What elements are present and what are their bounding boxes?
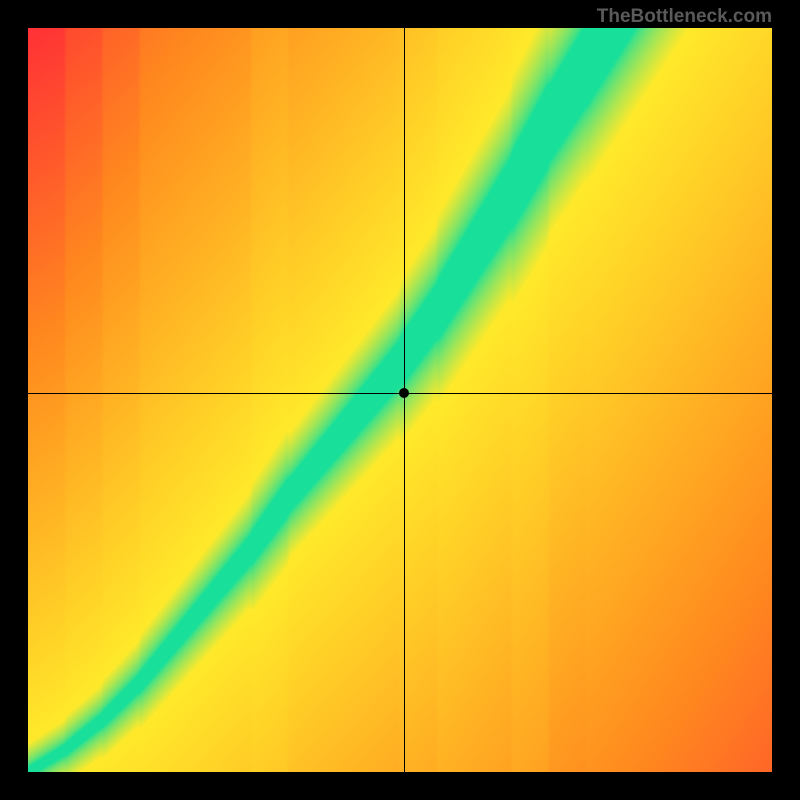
marker-dot <box>399 388 409 398</box>
heatmap-plot <box>28 28 772 772</box>
crosshair-vertical <box>404 28 405 772</box>
watermark-text: TheBottleneck.com <box>597 6 772 28</box>
heatmap-canvas <box>28 28 772 772</box>
